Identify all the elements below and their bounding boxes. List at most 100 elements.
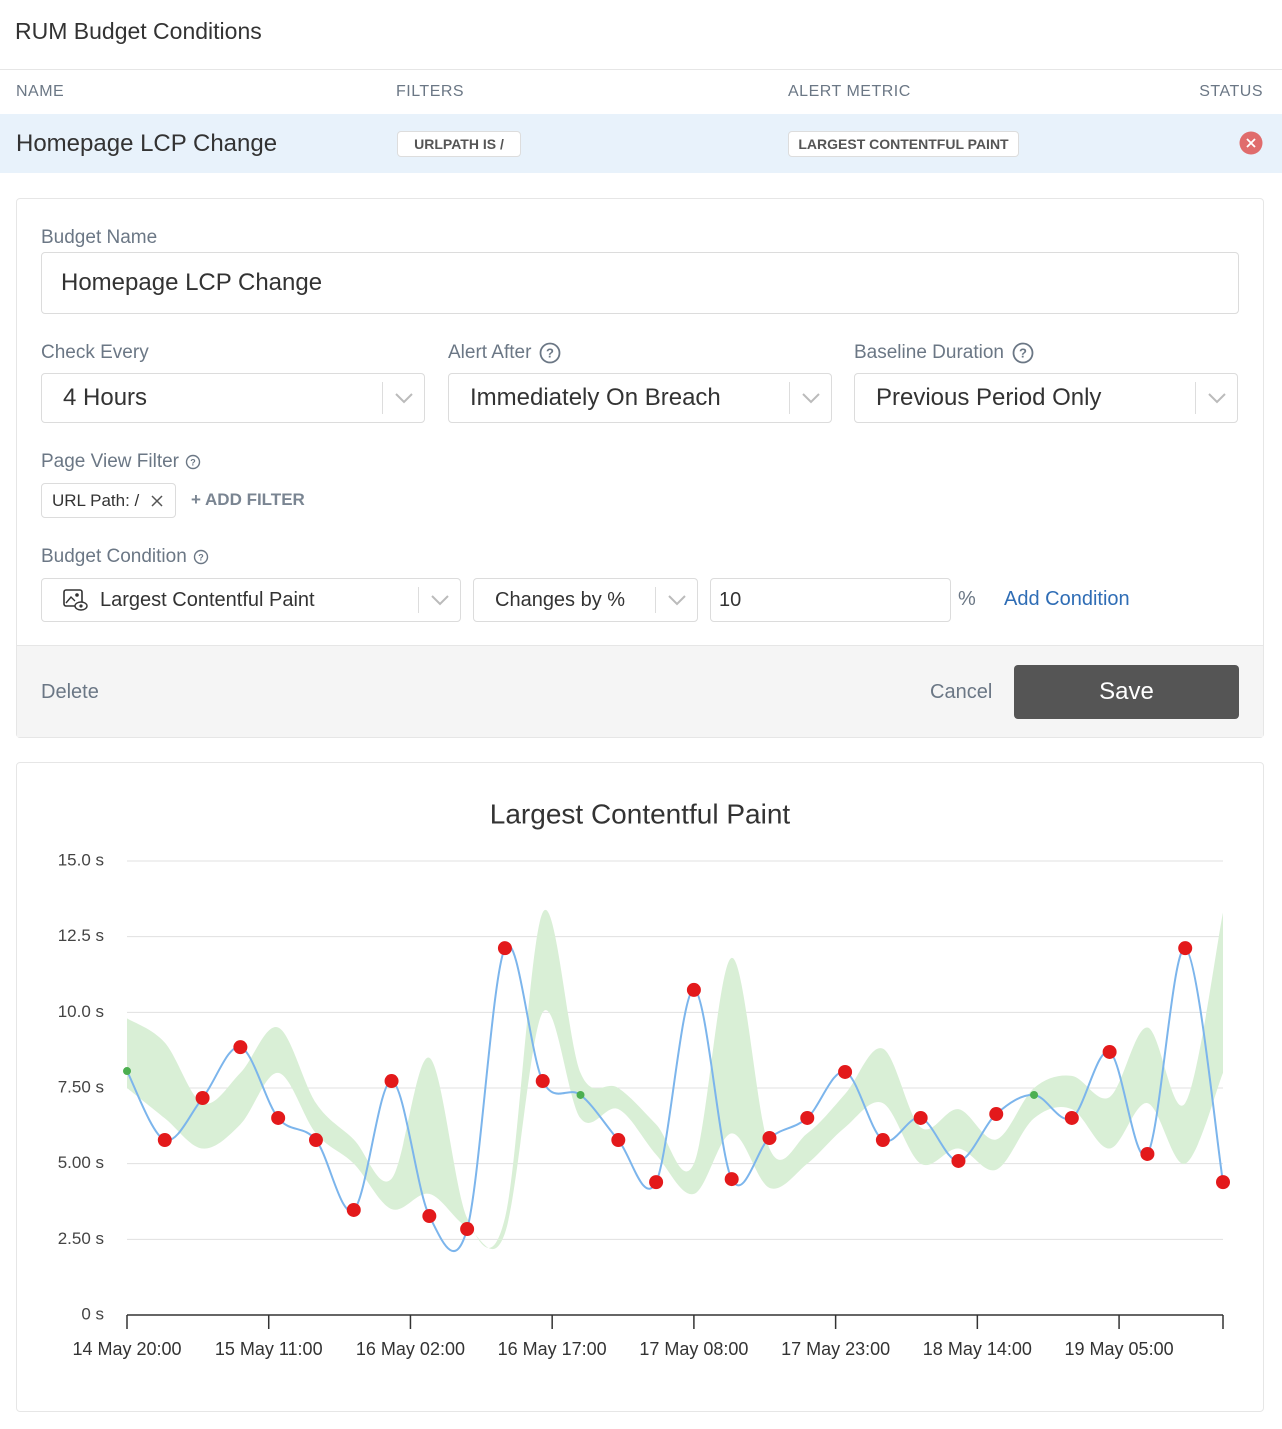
remove-icon[interactable] xyxy=(151,494,163,507)
page-title: RUM Budget Conditions xyxy=(15,18,262,44)
column-header: STATUS xyxy=(1199,83,1263,100)
filter-chip[interactable]: URL Path: / xyxy=(41,483,176,518)
select-value: Immediately On Breach xyxy=(470,384,721,411)
breach-point xyxy=(384,1074,399,1089)
y-tick-label: 5.00 s xyxy=(58,1153,104,1172)
save-button[interactable]: Save xyxy=(1014,665,1239,719)
breach-point xyxy=(233,1040,248,1055)
breach-point xyxy=(308,1133,323,1148)
field-label: Budget Name xyxy=(41,227,158,248)
breach-point xyxy=(1178,941,1193,956)
help-icon[interactable]: ? xyxy=(539,342,561,364)
x-tick-label: 16 May 17:00 xyxy=(498,1339,607,1359)
unit: % xyxy=(958,588,976,610)
chart: Largest Contentful Paint 0 s 2.50 s 5.00 s… xyxy=(58,798,1230,1359)
breach-point xyxy=(951,1153,966,1168)
y-tick-label: 10.0 s xyxy=(58,1002,104,1021)
field-label-row: Page View Filter? xyxy=(41,451,201,473)
divider xyxy=(0,69,1282,70)
breach-point xyxy=(1064,1110,1079,1125)
metric-chip: LARGEST CONTENTFUL PAINT xyxy=(788,131,1019,157)
breach-point xyxy=(195,1090,210,1105)
svg-text:?: ? xyxy=(546,345,554,360)
row-name: Homepage LCP Change xyxy=(16,130,278,157)
y-tick-label: 12.5 s xyxy=(58,926,104,945)
breach-point xyxy=(989,1107,1004,1122)
x-tick-label: 19 May 05:00 xyxy=(1065,1339,1174,1359)
svg-text:?: ? xyxy=(1019,345,1027,360)
field-label-row: Baseline Duration? xyxy=(854,342,1034,364)
add-condition[interactable]: Add Condition xyxy=(1004,588,1130,610)
breach-point xyxy=(460,1222,475,1237)
breach-point xyxy=(649,1175,664,1190)
y-tick-label: 2.50 s xyxy=(58,1229,104,1248)
x-tick-label: 18 May 14:00 xyxy=(923,1339,1032,1359)
x-tick-label: 14 May 20:00 xyxy=(72,1339,181,1359)
x-tick-label: 17 May 08:00 xyxy=(639,1339,748,1359)
select-value: 4 Hours xyxy=(63,384,148,411)
breach-point xyxy=(686,982,701,997)
x-tick-label: 16 May 02:00 xyxy=(356,1339,465,1359)
select[interactable]: Previous Period Only xyxy=(854,373,1238,423)
breach-point xyxy=(800,1110,815,1125)
breach-point xyxy=(913,1110,928,1125)
select[interactable]: Changes by % xyxy=(473,578,698,622)
select[interactable]: 4 Hours xyxy=(41,373,425,423)
help-icon[interactable]: ? xyxy=(185,454,201,470)
chip-text: URL Path: / xyxy=(52,490,140,510)
chart-card: Largest Contentful Paint 0 s 2.50 s 5.00 s… xyxy=(16,762,1264,1412)
select-value: Changes by % xyxy=(495,588,626,611)
y-tick-label: 15.0 s xyxy=(58,850,104,869)
baseline-band xyxy=(127,909,1223,1250)
column-header: NAME xyxy=(16,83,65,100)
help-icon[interactable]: ? xyxy=(193,549,209,565)
column-header: ALERT METRIC xyxy=(788,83,911,100)
chevron xyxy=(668,595,686,606)
breach-point xyxy=(1140,1146,1155,1161)
chart-title: Largest Contentful Paint xyxy=(490,798,791,829)
add-filter[interactable]: + ADD FILTER xyxy=(191,490,305,509)
breach-point xyxy=(724,1172,739,1187)
filter-chip: URLPATH IS / xyxy=(397,131,521,157)
point xyxy=(576,1090,585,1099)
help-icon[interactable]: ? xyxy=(1012,342,1034,364)
input-value: Homepage LCP Change xyxy=(61,269,323,296)
cancel-button[interactable]: Cancel xyxy=(930,681,993,703)
budget-name-input[interactable]: Homepage LCP Change xyxy=(41,252,1239,314)
chevron xyxy=(1208,393,1226,404)
breach-point xyxy=(1216,1175,1230,1190)
breach-point xyxy=(875,1133,890,1148)
chevron xyxy=(431,595,449,606)
breach-point xyxy=(497,941,512,956)
breach-point xyxy=(762,1130,777,1145)
input-value: 10 xyxy=(719,588,742,611)
breach-point xyxy=(422,1209,437,1224)
breach-point xyxy=(535,1074,550,1089)
select-value: Previous Period Only xyxy=(876,384,1102,411)
column-header: FILTERS xyxy=(396,83,465,100)
amount-input[interactable]: 10 xyxy=(710,578,951,622)
status-icon[interactable] xyxy=(1239,131,1263,155)
field-label-row: Alert After? xyxy=(448,342,561,364)
point xyxy=(123,1067,131,1076)
breach-point xyxy=(271,1110,286,1125)
select[interactable]: Immediately On Breach xyxy=(448,373,832,423)
chevron xyxy=(395,393,413,404)
field-label: Baseline Duration xyxy=(854,342,1004,363)
metric-icon xyxy=(63,589,88,611)
point xyxy=(1030,1090,1039,1099)
table-row[interactable]: Homepage LCP Change URLPATH IS / LARGEST… xyxy=(0,114,1282,173)
y-tick-label: 7.50 s xyxy=(58,1077,104,1096)
select-value: Largest Contentful Paint xyxy=(100,588,315,611)
breach-point xyxy=(838,1064,853,1079)
field-label: Page View Filter xyxy=(41,451,179,472)
field-label-row: Budget Condition? xyxy=(41,546,209,568)
breach-point xyxy=(1102,1044,1117,1059)
select[interactable]: Largest Contentful Paint xyxy=(41,578,461,622)
delete-button[interactable]: Delete xyxy=(41,681,99,703)
breach-point xyxy=(346,1202,361,1217)
chevron xyxy=(802,393,820,404)
x-tick-label: 15 May 11:00 xyxy=(215,1339,323,1359)
svg-text:?: ? xyxy=(198,552,204,562)
